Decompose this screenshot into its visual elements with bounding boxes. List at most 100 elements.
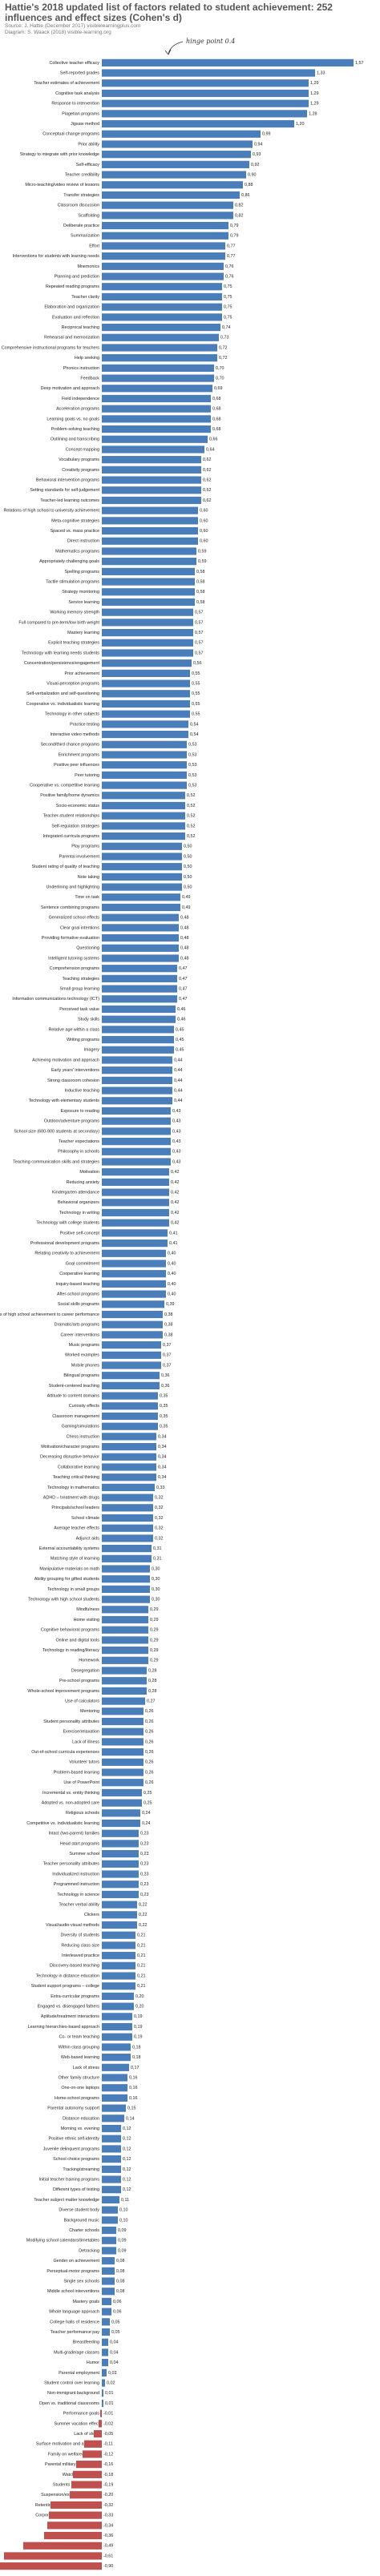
bar bbox=[102, 252, 225, 260]
category-label: Philosophy in schools bbox=[58, 1150, 99, 1155]
bar bbox=[102, 965, 177, 973]
category-label: Adjunct aids bbox=[76, 1536, 100, 1541]
value-label: 0,37 bbox=[163, 1363, 172, 1368]
category-label: Positive family/home dynamics bbox=[40, 793, 99, 798]
bar bbox=[102, 1229, 168, 1237]
value-label: 0,29 bbox=[150, 1638, 159, 1643]
category-label: Lack of illness bbox=[72, 1740, 99, 1744]
bar bbox=[102, 2389, 103, 2397]
bar bbox=[102, 985, 177, 993]
chart-title: Hattie's 2018 updated list of factors re… bbox=[5, 2, 333, 23]
bar bbox=[102, 710, 190, 718]
category-label: Scaffolding bbox=[78, 213, 99, 218]
category-label: Parental autonomy support bbox=[47, 2106, 99, 2111]
value-label: 0,26 bbox=[145, 1740, 154, 1744]
bar bbox=[102, 1178, 169, 1186]
value-label: 0,36 bbox=[161, 1384, 170, 1389]
bar bbox=[102, 1738, 144, 1746]
value-label: 0,43 bbox=[172, 1129, 181, 1134]
bar bbox=[102, 1310, 163, 1319]
bar bbox=[102, 2368, 107, 2376]
value-label: 0,76 bbox=[225, 274, 234, 279]
value-label: 0,72 bbox=[219, 345, 228, 350]
bar bbox=[102, 2348, 108, 2356]
value-label: 0,50 bbox=[184, 885, 192, 890]
bar bbox=[102, 79, 309, 87]
bar bbox=[102, 1554, 152, 1562]
value-label: 0,53 bbox=[188, 743, 197, 748]
category-label: Teacher subject matter knowledge bbox=[34, 2198, 99, 2203]
bar bbox=[102, 974, 177, 982]
bar bbox=[102, 1351, 161, 1359]
category-label: Technology in other subjects bbox=[45, 712, 99, 717]
bar bbox=[83, 2450, 102, 2458]
value-label: 0,43 bbox=[172, 1109, 181, 1114]
category-label: Interleaved practice bbox=[62, 1953, 99, 1958]
category-label: Motivation/character programs bbox=[41, 1445, 99, 1449]
category-label: Field independence bbox=[62, 397, 99, 401]
category-label: Sentence combining programs bbox=[41, 905, 99, 910]
header: Hattie's 2018 updated list of factors re… bbox=[5, 2, 374, 36]
category-label: Web-based learning bbox=[61, 2055, 99, 2060]
category-label: Socio-economic status bbox=[56, 804, 100, 808]
category-label: Early years' interventions bbox=[51, 1068, 99, 1073]
bar bbox=[102, 415, 211, 423]
category-label: Detracking bbox=[79, 2248, 99, 2253]
value-label: 0,60 bbox=[200, 529, 208, 534]
bar bbox=[102, 608, 193, 616]
category-label: Teaching communication skills and strate… bbox=[13, 1159, 99, 1164]
annotation: hinge point 0.4 bbox=[186, 38, 235, 45]
value-label: 0,42 bbox=[171, 1200, 180, 1205]
value-label: 0,58 bbox=[196, 600, 205, 605]
value-label: 0,70 bbox=[216, 366, 224, 371]
category-label: Middle school interventions bbox=[47, 2289, 99, 2294]
category-label: Providing formative evaluation bbox=[42, 936, 99, 941]
bar bbox=[102, 2206, 118, 2214]
bar bbox=[102, 1127, 171, 1135]
category-label: Student control over learning bbox=[44, 2380, 99, 2385]
value-label: 0,32 bbox=[155, 1536, 164, 1541]
category-label: Gender on achievement bbox=[53, 2259, 99, 2264]
bar bbox=[102, 1860, 139, 1868]
value-label: 0,23 bbox=[140, 1872, 149, 1877]
category-label: Worked examples bbox=[65, 1353, 99, 1358]
bar bbox=[102, 2288, 115, 2296]
value-label: 0,48 bbox=[180, 946, 189, 951]
bar bbox=[102, 1494, 153, 1502]
value-label: 0,02 bbox=[107, 2380, 115, 2385]
bar bbox=[102, 578, 195, 586]
bar bbox=[102, 1076, 172, 1084]
category-label: Use of calculators bbox=[65, 1699, 99, 1704]
value-label: 0,73 bbox=[220, 336, 229, 341]
bar bbox=[102, 1727, 144, 1735]
bar bbox=[102, 2033, 132, 2041]
bar bbox=[102, 1788, 142, 1797]
value-label: -0,33 bbox=[103, 2514, 113, 2518]
category-label: Spaced vs. mass practice bbox=[51, 529, 99, 534]
bar bbox=[102, 130, 261, 138]
bar bbox=[102, 506, 198, 514]
category-label: Acceleration programs bbox=[56, 407, 99, 412]
value-label: 0,42 bbox=[171, 1221, 180, 1226]
category-label: Open vs. traditional classrooms bbox=[39, 2401, 100, 2406]
value-label: 0,41 bbox=[169, 1241, 178, 1246]
category-label: Meta-cognitive strategies bbox=[51, 518, 99, 523]
category-label: Problem-based learning bbox=[54, 1770, 99, 1775]
bar bbox=[102, 1208, 169, 1217]
value-label: 0,43 bbox=[172, 1150, 181, 1155]
value-label: 0,53 bbox=[188, 784, 197, 788]
value-label: 0,69 bbox=[214, 386, 223, 391]
category-label: Cognitive behavioral programs bbox=[41, 1628, 99, 1633]
category-label: Discovery-based teaching bbox=[50, 1964, 99, 1969]
value-label: 0,26 bbox=[145, 1709, 154, 1714]
value-label: 0,14 bbox=[126, 2116, 135, 2121]
category-label: One-on-one laptops bbox=[61, 2086, 99, 2090]
value-label: 0,55 bbox=[192, 702, 200, 707]
value-label: 0,18 bbox=[132, 2045, 141, 2050]
bar bbox=[102, 110, 307, 118]
bar bbox=[102, 1453, 156, 1461]
category-label: Technology in mathematics bbox=[47, 1486, 99, 1490]
value-label: -0,11 bbox=[103, 2442, 113, 2447]
value-label: 0,23 bbox=[140, 1832, 149, 1836]
bar bbox=[102, 781, 187, 789]
